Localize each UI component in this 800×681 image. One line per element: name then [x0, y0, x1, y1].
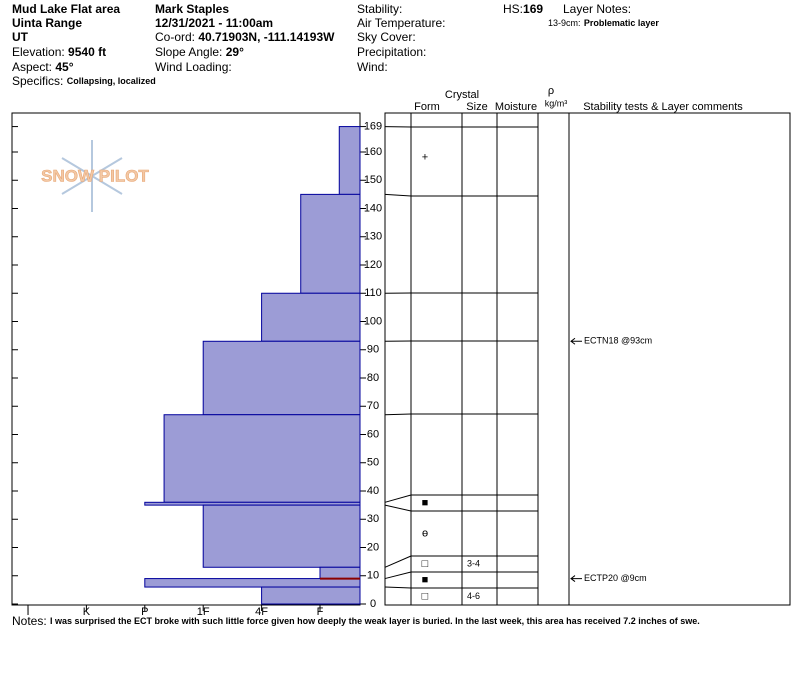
text: Problematic layer [584, 18, 660, 28]
y-tick-label: 169 [364, 120, 382, 132]
sky: Sky Cover: [357, 30, 416, 44]
coord: Co-ord: 40.71903N, -111.14193W [155, 30, 335, 44]
col-form: Form [414, 101, 440, 113]
value: Collapsing, localized [67, 76, 156, 86]
elevation: Elevation: 9540 ft [12, 45, 106, 59]
hs: HS:169 [503, 2, 543, 16]
col-density: kg/m³ [545, 98, 568, 108]
y-tick-label: 150 [364, 174, 382, 186]
value: 40.71903N, -111.14193W [198, 30, 335, 44]
y-tick-label: 130 [364, 231, 382, 243]
layer-connector [385, 556, 411, 567]
notes: Notes: I was surprised the ECT broke wit… [12, 614, 700, 628]
hardness-bar [203, 505, 360, 567]
col-crystal: Crystal [445, 89, 479, 101]
layer-connector [385, 495, 411, 502]
logo-text: SNOW PILOT [41, 166, 149, 185]
hardness-bar [301, 194, 360, 293]
y-tick-label: 110 [364, 287, 382, 299]
range: 13-9cm: [548, 18, 581, 28]
wind-loading: Wind Loading: [155, 60, 232, 74]
grain-form: ■ [422, 497, 429, 509]
grain-form: ■ [422, 574, 429, 586]
col-moisture: Moisture [495, 101, 537, 113]
specifics: Specifics: Collapsing, localized [12, 74, 156, 88]
column-lines [411, 113, 569, 605]
y-tick-label: 120 [364, 259, 382, 271]
grain-form: ө [422, 527, 428, 539]
y-tick-label: 60 [367, 428, 379, 440]
value: 169 [523, 2, 543, 16]
y-tick-label: 10 [367, 570, 379, 582]
aspect: Aspect: 45° [12, 60, 74, 74]
y-tick-label: 30 [367, 513, 379, 525]
y-tick-label: 80 [367, 372, 379, 384]
col-comments: Stability tests & Layer comments [583, 101, 743, 113]
hardness-bar [262, 587, 360, 604]
air-temp: Air Temperature: [357, 16, 445, 30]
precip: Precipitation: [357, 45, 426, 59]
label: Slope Angle: [155, 45, 222, 59]
grain-form: □ [422, 558, 429, 570]
hardness-bar [320, 567, 360, 578]
col-rho: ρ [548, 85, 554, 97]
label: Co-ord: [155, 30, 195, 44]
hardness-bar [145, 579, 360, 587]
layer-connector [385, 587, 411, 588]
label: Specifics: [12, 74, 63, 88]
layer-connector [385, 505, 411, 511]
slope: Slope Angle: 29° [155, 45, 244, 59]
wind: Wind: [357, 60, 388, 74]
hardness-bar [339, 127, 360, 195]
label: HS: [503, 2, 523, 16]
observer: Mark Staples [155, 2, 229, 16]
layer-connector [385, 414, 411, 415]
y-tick-label: 160 [364, 146, 382, 158]
x-tick-label: 1F [197, 606, 210, 618]
hardness-bar [203, 341, 360, 414]
value: 9540 ft [68, 45, 106, 59]
y-tick-label: 0 [370, 598, 376, 610]
layer-notes: Layer Notes: [563, 2, 631, 16]
hardness-bar [262, 293, 360, 341]
label: Elevation: [12, 45, 65, 59]
x-tick-label: K [83, 606, 91, 618]
range: Uinta Range [12, 16, 82, 30]
value: 45° [55, 60, 73, 74]
stability: Stability: [357, 2, 402, 16]
test-arrow [571, 576, 582, 582]
x-tick-label: 4F [255, 606, 268, 618]
x-tick-label: P [141, 606, 148, 618]
state: UT [12, 30, 29, 44]
test-label: ECTN18 @93cm [584, 336, 652, 346]
y-tick-label: 40 [367, 485, 379, 497]
location: Mud Lake Flat area [12, 2, 120, 16]
test-arrow [571, 338, 582, 344]
y-tick-label: 140 [364, 202, 382, 214]
value: 29° [226, 45, 244, 59]
y-tick-label: 20 [367, 541, 379, 553]
hardness-bar [164, 415, 360, 503]
grain-form: + [422, 151, 428, 163]
y-tick-label: 100 [364, 315, 382, 327]
label: Aspect: [12, 60, 52, 74]
test-label: ECTP20 @9cm [584, 573, 647, 583]
y-tick-label: 90 [367, 344, 379, 356]
y-tick-label: 50 [367, 457, 379, 469]
grain-size: 3-4 [467, 558, 480, 568]
layer-connector [385, 572, 411, 579]
y-tick-label: 70 [367, 400, 379, 412]
grain-size: 4-6 [467, 591, 480, 601]
layer-note: 13-9cm: Problematic layer [548, 16, 659, 30]
datetime: 12/31/2021 - 11:00am [155, 16, 273, 30]
grain-form: □ [422, 590, 429, 602]
x-tick-label: I [26, 606, 29, 618]
layer-connector [385, 194, 411, 196]
col-size: Size [466, 101, 487, 113]
table-frame [385, 113, 790, 605]
x-tick-label: F [317, 606, 324, 618]
